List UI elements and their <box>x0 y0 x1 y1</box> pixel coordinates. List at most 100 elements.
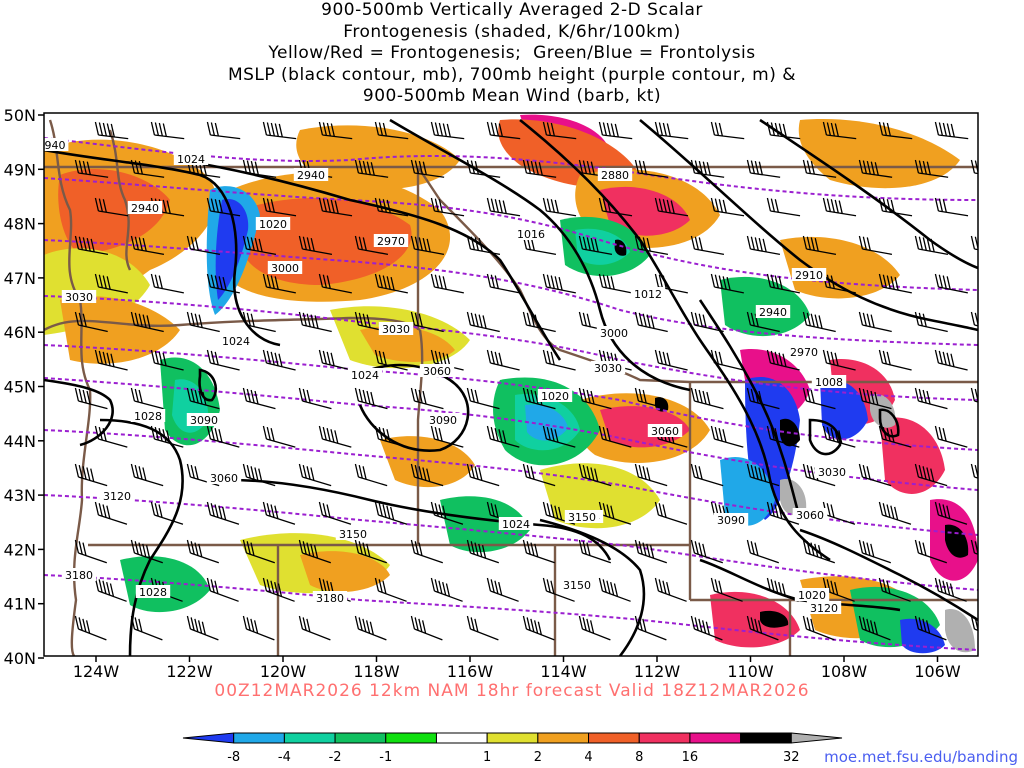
mslp-label-bg <box>811 375 847 388</box>
lat-label: 45N <box>4 378 36 397</box>
wind-barb <box>74 615 107 641</box>
wind-barb <box>430 121 465 140</box>
colorbar-tick-label: 32 <box>783 750 800 765</box>
wind-barb <box>710 425 744 448</box>
height-label-bg <box>335 527 371 540</box>
wind-barb <box>934 501 968 525</box>
mslp-label: 1024 <box>502 518 530 531</box>
wind-barb <box>542 501 576 525</box>
border-id-or <box>416 329 424 545</box>
height-label: 3090 <box>429 414 457 427</box>
height-label-bg <box>425 413 461 426</box>
colorbar-swatch <box>537 732 590 744</box>
wind-barb <box>298 311 332 333</box>
mslp-label-bg <box>513 227 549 240</box>
fl-cyan-se <box>720 456 775 526</box>
wind-barb <box>766 425 800 448</box>
lat-labels: 50N 49N 48N 47N 46N 45N 44N 43N 42N 41N 40N <box>4 106 44 668</box>
wind-barb <box>430 425 464 448</box>
lat-label: 43N <box>4 486 36 505</box>
wind-barb <box>186 615 219 641</box>
wind-barb <box>542 425 576 448</box>
wind-barb <box>150 501 184 525</box>
wind-barb <box>858 235 893 255</box>
mslp-label: 1020 <box>798 589 826 602</box>
title-block: 900-500mb Vertically Averaged 2-D Scalar… <box>0 0 1024 108</box>
wind-barb <box>766 121 801 140</box>
wind-barb <box>522 311 556 333</box>
lon-label: 112W <box>634 662 681 681</box>
wind-barb <box>654 349 688 371</box>
wind-barb <box>466 615 499 641</box>
wind-barb <box>466 463 500 487</box>
height-label: 3150 <box>339 528 367 541</box>
wind-barb <box>242 311 276 333</box>
fl-blue-c <box>525 404 568 441</box>
colorbar-swatch <box>689 732 742 744</box>
wind-barb <box>130 159 165 178</box>
wind-barb <box>354 159 389 178</box>
lat-label: 49N <box>4 160 36 179</box>
colorbar-swatch <box>435 732 488 744</box>
wind-barb <box>710 273 744 294</box>
lat-label: 42N <box>4 540 36 559</box>
wind-barb <box>914 463 948 487</box>
colorbar-tick-label: -1 <box>379 750 392 765</box>
height-label: 3030 <box>594 362 622 375</box>
wind-barb <box>374 273 408 294</box>
wind-barb <box>598 273 632 294</box>
wind-barb <box>318 197 353 217</box>
wind-barb <box>858 463 892 487</box>
wind-barb <box>746 539 779 564</box>
wind-barb <box>354 463 388 487</box>
wind-barb <box>878 121 913 140</box>
height-label: 2940 <box>297 169 325 182</box>
mslp-label-bg <box>255 217 291 230</box>
wind-barb <box>822 425 856 448</box>
colorbar-swatch <box>182 732 235 744</box>
height-label-bg <box>99 489 135 502</box>
wind-barb <box>150 273 184 294</box>
wind-barb <box>410 539 443 564</box>
wind-barb <box>914 159 949 178</box>
wind-barb <box>858 311 892 333</box>
wind-barb <box>634 463 668 487</box>
wind-barb <box>802 311 836 333</box>
wind-barb <box>206 425 240 448</box>
wind-barb <box>690 235 725 255</box>
wind-barb <box>934 425 968 448</box>
wind-barb <box>430 273 464 294</box>
wind-barb <box>298 539 331 564</box>
wind-barb <box>186 311 220 333</box>
wind-barb <box>74 235 109 255</box>
wind-barb <box>130 311 164 333</box>
mslp-label: 1024 <box>222 335 250 348</box>
mslp-label: 1008 <box>815 376 843 389</box>
wind-barb <box>318 273 352 294</box>
height-label-bg <box>419 364 455 377</box>
fg-orange-w <box>60 296 180 364</box>
height-label-bg <box>713 513 749 526</box>
wind-barb <box>914 539 947 564</box>
lon-label: 114W <box>540 662 587 681</box>
height-label: 3180 <box>316 592 344 605</box>
wind-barb <box>822 349 856 371</box>
lon-label: 108W <box>821 662 868 681</box>
wind-barb <box>130 615 163 641</box>
title-line-4: MSLP (black contour, mb), 700mb height (… <box>227 64 797 85</box>
colorbar-tick-label: 1 <box>483 750 491 765</box>
wind-barb <box>578 463 612 487</box>
colorbar-swatch <box>740 732 792 744</box>
wind-barb <box>522 615 555 641</box>
wind-barb <box>746 463 780 487</box>
wind-barb <box>410 311 444 333</box>
wind-barb <box>934 273 968 294</box>
wind-barb <box>150 121 185 140</box>
wind-barb <box>374 425 408 448</box>
height-label-bg <box>806 601 842 614</box>
colorbar-tick-label: 2 <box>534 750 542 765</box>
wind-barb <box>242 463 276 487</box>
wind-barb <box>710 197 745 217</box>
height-label-bg <box>186 413 222 426</box>
wind-barb <box>802 235 837 255</box>
